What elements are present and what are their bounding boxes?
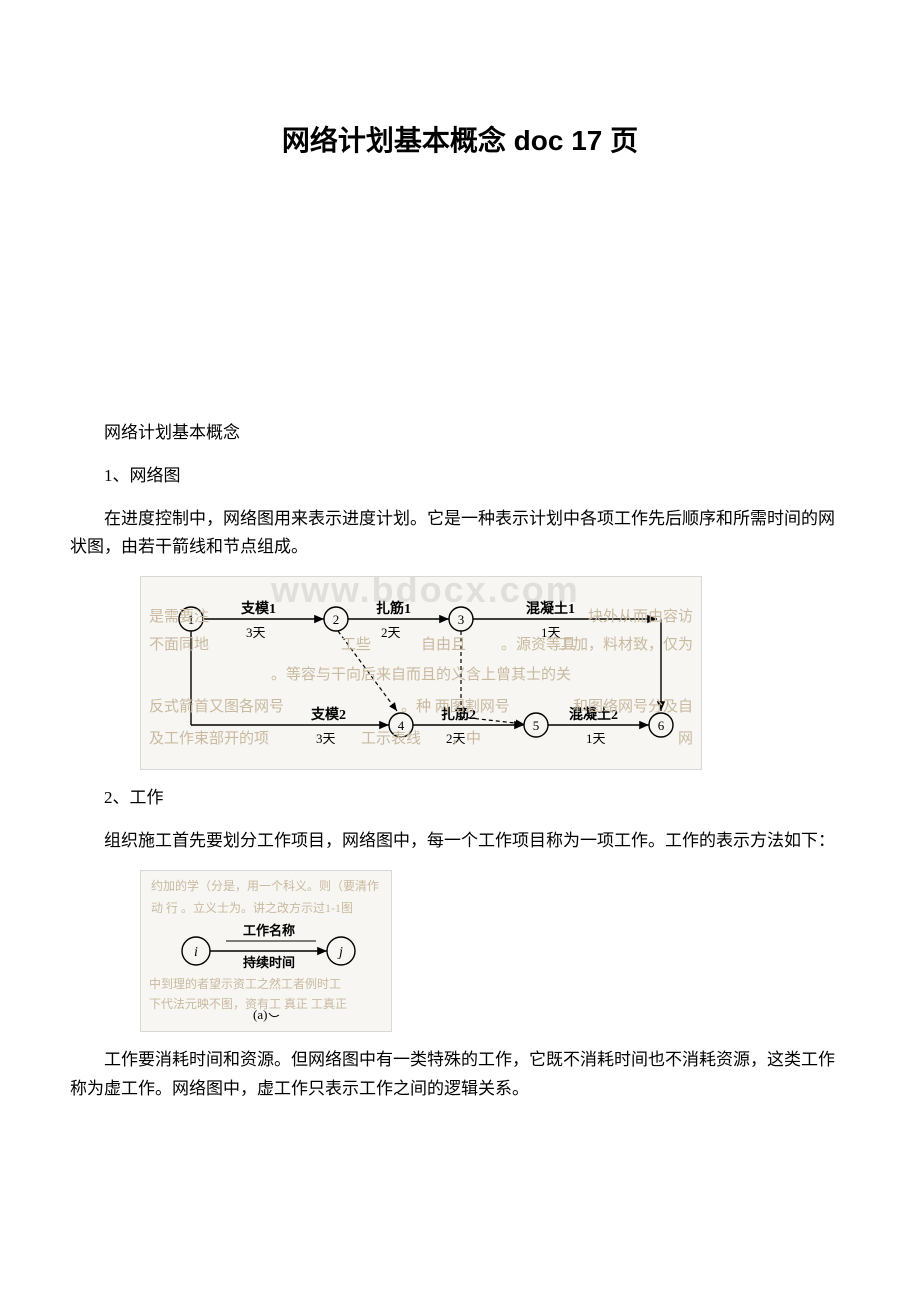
svg-text:支模1: 支模1 bbox=[240, 600, 276, 617]
network-diagram: www.bdocx.com 是需要注 块外从而由容访 不面同地 工些 自由且 。… bbox=[140, 576, 702, 770]
svg-text:i: i bbox=[194, 945, 198, 960]
section-2-heading: 2、工作 bbox=[70, 784, 850, 813]
svg-text:1: 1 bbox=[188, 612, 195, 627]
paragraph-1: 在进度控制中，网络图用来表示进度计划。它是一种表示计划中各项工作先后顺序和所需时… bbox=[70, 505, 850, 563]
svg-text:1天: 1天 bbox=[541, 625, 561, 640]
paragraph-intro: 网络计划基本概念 bbox=[70, 419, 850, 448]
svg-text:1天: 1天 bbox=[586, 731, 606, 746]
svg-text:扎筋1: 扎筋1 bbox=[376, 600, 411, 617]
svg-text:2天: 2天 bbox=[381, 625, 401, 640]
paragraph-3: 工作要消耗时间和资源。但网络图中有一类特殊的工作，它既不消耗时间也不消耗资源，这… bbox=[70, 1046, 850, 1104]
svg-text:3天: 3天 bbox=[316, 731, 336, 746]
work-svg: 工作名称 持续时间 i j (a) bbox=[141, 871, 391, 1031]
page-title: 网络计划基本概念 doc 17 页 bbox=[70, 119, 850, 159]
svg-text:2: 2 bbox=[333, 612, 340, 627]
network-svg: 支模1 3天 扎筋1 2天 混凝土1 1天 支模2 3天 扎筋2 2 bbox=[141, 577, 701, 769]
svg-text:混凝土1: 混凝土1 bbox=[526, 600, 575, 617]
paragraph-2: 组织施工首先要划分工作项目，网络图中，每一个工作项目称为一项工作。工作的表示方法… bbox=[70, 827, 850, 856]
svg-text:6: 6 bbox=[658, 718, 665, 733]
svg-text:2天: 2天 bbox=[446, 731, 466, 746]
svg-text:持续时间: 持续时间 bbox=[243, 955, 295, 970]
section-1-heading: 1、网络图 bbox=[70, 462, 850, 491]
work-diagram: 约加的学（分是，用一个科义。则（要清作 动 行 。立义士为。讲之改方示过1-1图… bbox=[140, 870, 392, 1032]
svg-text:3天: 3天 bbox=[246, 625, 266, 640]
document-page: 网络计划基本概念 doc 17 页 网络计划基本概念 1、网络图 在进度控制中，… bbox=[0, 0, 920, 1158]
svg-text:(a): (a) bbox=[253, 1007, 267, 1022]
svg-text:4: 4 bbox=[398, 718, 405, 733]
svg-text:5: 5 bbox=[533, 718, 540, 733]
svg-text:工作名称: 工作名称 bbox=[243, 923, 295, 938]
svg-text:混凝土2: 混凝土2 bbox=[569, 706, 618, 723]
svg-text:扎筋2: 扎筋2 bbox=[441, 706, 476, 723]
svg-text:3: 3 bbox=[458, 612, 465, 627]
svg-text:支模2: 支模2 bbox=[310, 706, 346, 723]
